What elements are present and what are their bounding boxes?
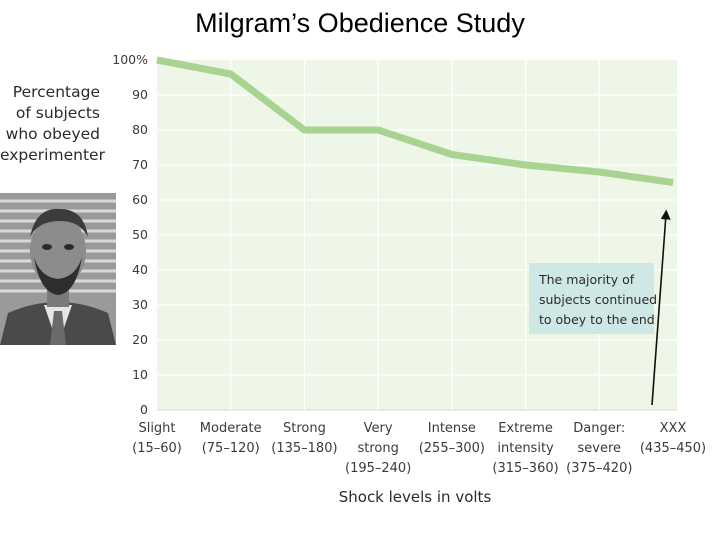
slide-title: Milgram’s Obedience Study (195, 8, 525, 38)
x-category-label: Danger: severe (375–420) (566, 421, 632, 476)
series-line-layer (156, 56, 674, 186)
x-category-line: severe (578, 441, 622, 456)
x-category-label: Strong (135–180) (271, 421, 337, 456)
x-category-line: (435–450) (640, 441, 706, 456)
y-tick-label: 40 (132, 262, 148, 277)
x-category-line: (75–120) (202, 441, 260, 456)
gridlines (157, 60, 677, 411)
data-point (230, 73, 232, 75)
x-category-line: Extreme (498, 421, 553, 436)
data-point (598, 171, 600, 173)
series-line (156, 56, 674, 186)
x-category-line: (15–60) (132, 441, 182, 456)
y-tick-label: 70 (132, 157, 148, 172)
x-category-line: Moderate (200, 421, 262, 436)
x-category-line: Slight (138, 421, 175, 436)
x-category-line: Strong (283, 421, 326, 436)
x-category-label: Very strong (195–240) (345, 421, 411, 476)
data-point (377, 129, 379, 131)
annotation-line: The majority of (538, 272, 635, 287)
x-category-label: Extreme intensity (315–360) (492, 421, 558, 476)
x-category-line: strong (357, 441, 398, 456)
annotation: The majority of subjects continued to obey… (529, 209, 671, 406)
x-category-line: Danger: (573, 421, 625, 436)
annotation-line: subjects continued (539, 292, 657, 307)
y-tick-label: 10 (132, 367, 148, 382)
y-tick-label: 20 (132, 332, 148, 347)
x-category-label: Moderate (75–120) (200, 421, 262, 456)
x-category-line: (255–300) (419, 441, 485, 456)
y-axis-label: Percentage of subjects who obeyed experi… (0, 83, 105, 164)
y-axis-ticks: 0 10 20 30 40 50 60 70 80 90 100% (112, 52, 148, 417)
y-tick-label: 60 (132, 192, 148, 207)
data-point (156, 59, 158, 61)
x-axis-label: Shock levels in volts (338, 488, 492, 506)
y-tick-label: 80 (132, 122, 148, 137)
annotation-box (529, 263, 654, 334)
x-category-line: XXX (660, 421, 687, 436)
data-point (672, 182, 674, 183)
annotation-line: to obey to the end (539, 312, 655, 327)
y-tick-label: 50 (132, 227, 148, 242)
y-tick-label: 30 (132, 297, 148, 312)
y-tick-label: 100% (112, 52, 148, 67)
x-category-line: (315–360) (492, 461, 558, 476)
data-point (303, 129, 305, 131)
x-category-label: XXX (435–450) (640, 421, 706, 456)
x-axis-categories: Slight (15–60) Moderate (75–120) Strong (135–… (132, 421, 706, 476)
annotation-arrow (651, 209, 671, 406)
data-point (525, 164, 527, 166)
x-category-line: (375–420) (566, 461, 632, 476)
annotation-text: The majority of subjects continued to obey… (538, 272, 657, 327)
data-point (451, 154, 453, 155)
portrait-image (0, 193, 116, 345)
x-category-line: (135–180) (271, 441, 337, 456)
x-category-label: Intense (255–300) (419, 421, 485, 456)
y-tick-label: 90 (132, 87, 148, 102)
x-category-label: Slight (15–60) (132, 421, 182, 456)
x-category-line: (195–240) (345, 461, 411, 476)
x-category-line: Intense (428, 421, 476, 436)
y-tick-label: 0 (140, 402, 148, 417)
x-category-line: Very (364, 421, 393, 436)
x-category-line: intensity (497, 441, 554, 456)
